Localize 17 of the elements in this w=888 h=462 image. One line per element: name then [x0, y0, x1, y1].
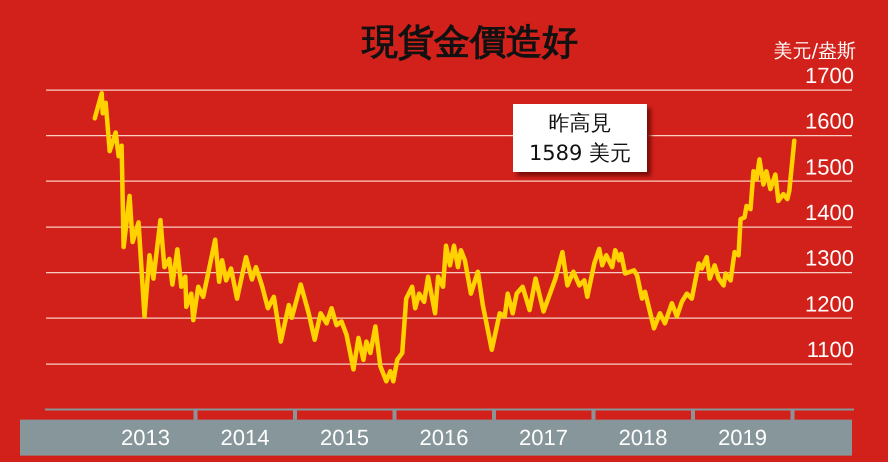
x-tick-label: 2015 [320, 424, 369, 450]
x-tick-label: 2019 [718, 424, 768, 450]
x-tick-label: 2014 [220, 424, 270, 450]
chart-title: 現貨金價造好 [360, 21, 579, 65]
y-tick-label: 1300 [805, 246, 854, 271]
annotation: 昨高見 1589 美元 [513, 104, 647, 172]
x-tick-label: 2017 [519, 424, 568, 450]
y-tick-label: 1600 [805, 108, 854, 134]
y-tick-label: 1200 [805, 291, 854, 316]
x-tick-label: 2013 [121, 424, 170, 450]
y-tick-label: 1400 [805, 200, 854, 226]
y-tick-label: 1100 [806, 337, 854, 362]
x-tick-label: 2016 [420, 424, 468, 450]
y-tick-label: 1500 [805, 154, 854, 180]
y-axis-title: 美元/盎斯 [774, 39, 856, 64]
y-tick-label: 1700 [805, 63, 854, 88]
x-tick-label: 2018 [618, 424, 668, 450]
